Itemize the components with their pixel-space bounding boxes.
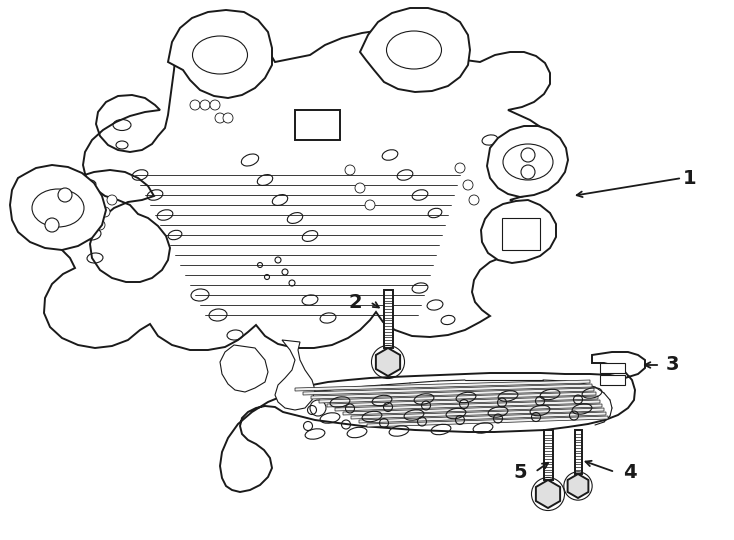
Circle shape: [521, 165, 535, 179]
Circle shape: [304, 121, 312, 129]
Polygon shape: [376, 348, 400, 376]
Polygon shape: [275, 340, 315, 410]
Text: 3: 3: [665, 355, 679, 375]
Circle shape: [200, 100, 210, 110]
Circle shape: [455, 163, 465, 173]
Circle shape: [355, 183, 365, 193]
Polygon shape: [481, 200, 556, 263]
Circle shape: [469, 195, 479, 205]
Polygon shape: [359, 412, 606, 423]
Text: 4: 4: [623, 462, 637, 482]
Circle shape: [190, 100, 200, 110]
Polygon shape: [311, 388, 594, 399]
Polygon shape: [360, 8, 470, 92]
Polygon shape: [502, 218, 540, 250]
Bar: [384, 290, 393, 348]
Polygon shape: [487, 126, 568, 197]
Circle shape: [58, 188, 72, 202]
Circle shape: [328, 121, 336, 129]
Circle shape: [107, 195, 117, 205]
Circle shape: [571, 480, 584, 492]
Circle shape: [540, 487, 556, 502]
Polygon shape: [220, 345, 268, 392]
Bar: [600, 375, 625, 385]
Bar: [600, 363, 625, 373]
Polygon shape: [220, 352, 645, 492]
Bar: [575, 430, 582, 474]
Circle shape: [45, 218, 59, 232]
Text: 2: 2: [348, 293, 362, 312]
Circle shape: [223, 113, 233, 123]
Polygon shape: [536, 480, 560, 508]
Circle shape: [345, 165, 355, 175]
Circle shape: [521, 148, 535, 162]
Circle shape: [380, 354, 396, 370]
Text: 5: 5: [513, 462, 527, 482]
Polygon shape: [303, 384, 592, 395]
Circle shape: [463, 180, 473, 190]
Polygon shape: [319, 392, 596, 403]
Circle shape: [215, 113, 225, 123]
Polygon shape: [567, 474, 589, 498]
Circle shape: [316, 121, 324, 129]
Circle shape: [210, 100, 220, 110]
Circle shape: [95, 220, 105, 230]
Polygon shape: [295, 110, 340, 140]
Circle shape: [100, 207, 110, 217]
Polygon shape: [295, 380, 590, 391]
Text: 1: 1: [683, 168, 697, 187]
Polygon shape: [351, 408, 604, 419]
Polygon shape: [327, 396, 598, 407]
Polygon shape: [335, 400, 600, 411]
Circle shape: [365, 200, 375, 210]
Polygon shape: [44, 29, 560, 350]
Bar: [544, 430, 553, 480]
Polygon shape: [367, 416, 608, 427]
Polygon shape: [168, 10, 272, 98]
Polygon shape: [10, 165, 106, 250]
Polygon shape: [343, 404, 602, 415]
Circle shape: [310, 400, 326, 416]
